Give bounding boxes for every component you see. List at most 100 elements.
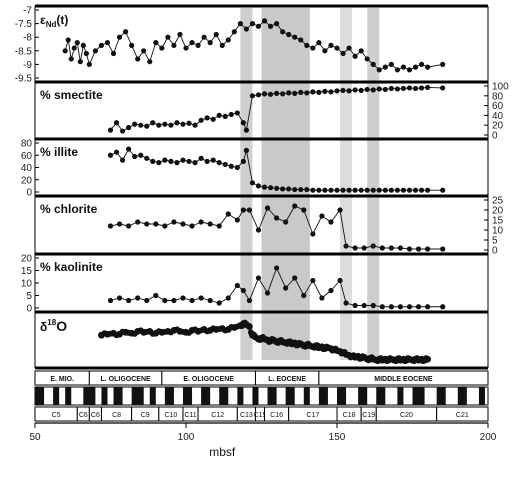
data-point-fill-d18O-8 [149, 330, 156, 337]
data-point-fill-d18O-17 [204, 328, 211, 335]
shaded-band-3 [340, 8, 353, 360]
data-point-chlorite-18 [264, 205, 271, 211]
data-point-chlorite-13 [225, 211, 231, 217]
data-point-fill-d18O-1 [107, 330, 114, 337]
polarity-block-11 [201, 387, 211, 405]
chron-label-1: C5 [52, 412, 61, 419]
data-point-kaolinite-0 [107, 297, 114, 304]
polarity-block-1 [35, 387, 45, 405]
data-point-illite-46 [382, 187, 388, 193]
data-point-illite-31 [292, 186, 298, 193]
data-point-eNd-4 [74, 40, 80, 46]
data-point-illite-22 [240, 158, 246, 164]
polarity-block-12 [219, 387, 229, 405]
data-point-smectite-40 [346, 88, 352, 94]
data-point-kaolinite-11 [207, 297, 213, 304]
tick-label-kaolinite-2: 10 [21, 279, 33, 290]
data-point-illite-41 [352, 187, 358, 193]
tick-label-chlorite-0: 0 [492, 246, 498, 257]
data-point-eNd-26 [195, 42, 201, 48]
data-point-fill-d18O-15 [192, 326, 199, 333]
data-point-eNd-63 [418, 61, 425, 67]
data-point-smectite-31 [292, 90, 298, 96]
data-point-illite-30 [286, 186, 292, 192]
panel-d18O: δ18O [34, 310, 489, 370]
data-point-eNd-62 [412, 64, 419, 70]
panel-label-smectite: % smectite [40, 88, 103, 102]
polarity-block-26 [478, 387, 485, 405]
data-point-eNd-27 [201, 34, 207, 40]
tick-label-kaolinite-0: 0 [26, 304, 32, 315]
data-point-fill-d18O-7 [143, 328, 150, 335]
data-point-chlorite-20 [283, 219, 289, 225]
data-point-fill-d18O-9 [155, 328, 162, 335]
data-point-illite-33 [304, 186, 310, 193]
data-point-kaolinite-4 [144, 297, 150, 304]
data-point-fill-d18O-13 [179, 328, 186, 335]
shaded-band-1 [240, 8, 253, 360]
data-point-chlorite-16 [246, 207, 253, 213]
data-point-eNd-35 [249, 21, 256, 27]
data-point-illite-5 [138, 152, 144, 158]
data-point-smectite-21 [234, 110, 240, 116]
data-point-chlorite-0 [107, 223, 114, 229]
polarity-block-4 [83, 387, 96, 405]
tick-label-smectite-3: 60 [492, 101, 504, 112]
data-point-chlorite-35 [415, 246, 422, 252]
data-point-illite-53 [425, 187, 431, 193]
data-point-fill-d18O-12 [173, 326, 180, 333]
data-point-chlorite-6 [162, 223, 168, 229]
data-point-chlorite-7 [171, 219, 177, 225]
data-point-eNd-24 [183, 45, 189, 51]
data-point-kaolinite-10 [198, 295, 204, 301]
data-point-illite-23 [243, 147, 249, 153]
tick-label-chlorite-2: 10 [492, 226, 504, 237]
x-axis: 50 100 150 200 mbsf [29, 422, 497, 459]
data-point-kaolinite-8 [180, 295, 186, 301]
data-point-kaolinite-19 [274, 265, 280, 271]
data-point-illite-16 [204, 158, 210, 164]
data-point-kaolinite-28 [352, 302, 358, 309]
data-point-fill-d18O-22 [234, 323, 241, 330]
data-point-smectite-35 [316, 89, 322, 95]
chron-label-12: C17 [306, 412, 319, 419]
data-point-eNd-52 [352, 53, 358, 59]
data-point-chlorite-24 [319, 213, 325, 219]
data-point-illite-36 [322, 187, 328, 193]
data-point-eNd-9 [92, 48, 98, 54]
polarity-block-3 [65, 387, 72, 405]
polarity-block-5 [101, 387, 108, 405]
data-point-eNd-2 [68, 56, 74, 62]
data-point-chlorite-17 [255, 227, 262, 233]
tick-label-smectite-1: 20 [492, 121, 504, 132]
data-point-illite-11 [174, 160, 180, 166]
polarity-block-18 [318, 387, 328, 405]
data-point-chlorite-10 [198, 219, 204, 225]
data-point-smectite-1 [113, 120, 120, 126]
data-point-smectite-39 [340, 87, 346, 94]
data-point-fill-d18O-16 [198, 327, 205, 334]
data-point-eNd-28 [207, 40, 213, 46]
data-point-illite-39 [340, 187, 346, 193]
data-point-eNd-45 [310, 45, 316, 51]
epoch-label-3: E. OLIGOCENE [183, 376, 234, 383]
chron-label-9: C13 [240, 412, 253, 419]
data-point-smectite-49 [400, 85, 407, 92]
data-point-eNd-5 [77, 59, 83, 65]
panel-label-kaolinite: % kaolinite [40, 260, 103, 274]
data-point-illite-45 [376, 187, 382, 193]
data-point-smectite-9 [162, 121, 168, 127]
polarity-block-25 [457, 387, 467, 405]
data-point-smectite-15 [198, 117, 204, 123]
data-point-eNd-37 [261, 18, 268, 24]
data-point-eNd-12 [110, 50, 117, 57]
data-point-smectite-48 [394, 86, 400, 92]
polarity-block-15 [267, 387, 277, 405]
data-point-kaolinite-5 [153, 292, 159, 299]
data-point-illite-34 [310, 187, 316, 193]
polarity-block-21 [376, 387, 386, 405]
data-point-fill-d18O-2 [113, 332, 120, 339]
data-point-smectite-36 [322, 88, 328, 94]
